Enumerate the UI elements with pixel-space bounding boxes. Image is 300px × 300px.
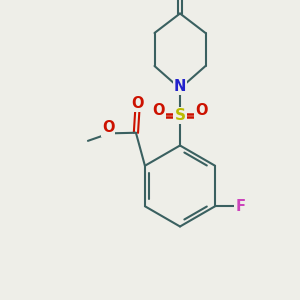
- Text: N: N: [174, 79, 186, 94]
- Text: S: S: [175, 108, 185, 123]
- Text: F: F: [235, 199, 245, 214]
- Text: O: O: [131, 96, 144, 111]
- Text: O: O: [102, 120, 114, 136]
- Text: O: O: [152, 103, 165, 118]
- Text: O: O: [195, 103, 208, 118]
